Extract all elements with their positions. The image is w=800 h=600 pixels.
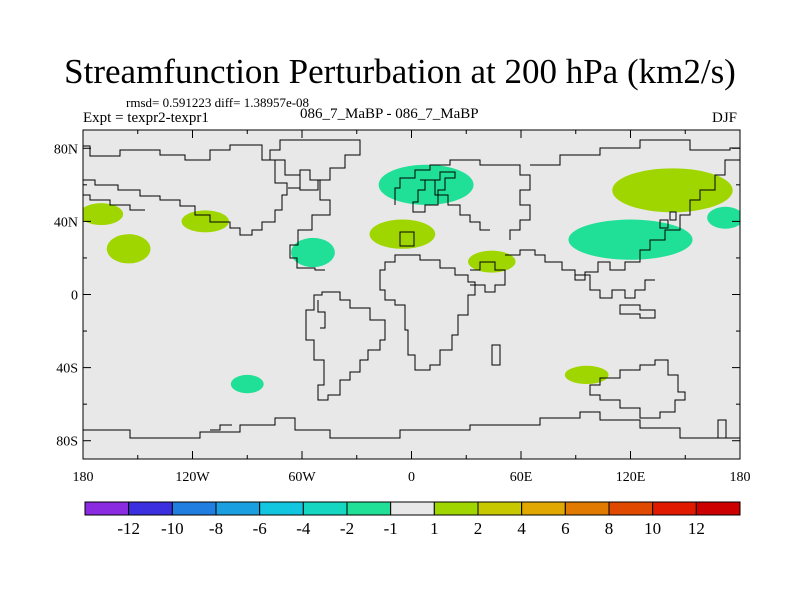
x-tick-label: 0: [408, 470, 415, 485]
anomaly-region-7: [612, 168, 733, 213]
y-tick-label: 40N: [54, 215, 78, 230]
anomaly-region-11: [564, 365, 609, 385]
x-tick-label: 120E: [616, 470, 646, 485]
anomaly-region-10: [230, 374, 264, 394]
colorbar-swatch-1: [128, 501, 173, 516]
anomaly-region-4: [378, 164, 474, 205]
coastline-australia: [589, 359, 686, 419]
y-tick-label: 0: [71, 289, 78, 304]
y-tick-label: 80N: [54, 142, 78, 157]
colorbar-label: 12: [688, 519, 705, 538]
x-tick-label: 60W: [288, 470, 316, 485]
colorbar-swatch-8: [433, 501, 479, 516]
x-tick-label: 180: [73, 470, 94, 485]
coastline-madagascar: [491, 344, 501, 366]
coastline-africa: [379, 254, 476, 371]
coastline-uk: [399, 231, 415, 247]
coastline-central-america: [288, 169, 331, 271]
colorbar: -12 -10 -8 -6 -4 -2 -1 1 2 4 6 8 10 12: [84, 501, 741, 538]
colorbar-label: 1: [430, 519, 439, 538]
x-tick-label: 180: [730, 470, 751, 485]
colorbar-label: -4: [296, 519, 311, 538]
anomaly-region-3: [291, 237, 335, 268]
colorbar-swatch-13: [652, 501, 697, 516]
anomaly-region-0: [83, 203, 124, 226]
chart-title: Streamfunction Perturbation at 200 hPa (…: [64, 52, 736, 91]
colorbar-label: -12: [117, 519, 140, 538]
anomaly-region-5: [369, 219, 436, 249]
colorbar-swatch-10: [521, 501, 566, 516]
coastline-antarctica: [83, 411, 740, 439]
colorbar-swatch-12: [608, 501, 654, 516]
anomaly-region-1: [181, 210, 229, 233]
axis-ticks: 180 120W 60W 0 60E 120E 180 80N 40N 0 40S 80S: [54, 130, 751, 485]
coastline-scandinavia: [412, 171, 456, 213]
coastline-south-america-inner: [317, 300, 326, 329]
colorbar-label: -1: [384, 519, 398, 538]
coastline-europe: [394, 159, 531, 240]
colorbar-swatch-7: [390, 501, 435, 516]
colorbar-swatch-3: [215, 501, 261, 516]
colorbar-swatch-9: [477, 501, 523, 516]
colorbar-swatch-6: [346, 501, 392, 516]
colorbar-swatch-2: [171, 501, 217, 516]
colorbar-label: -2: [340, 519, 354, 538]
coastline-greenland: [269, 139, 361, 191]
coastline-europe-inner: [420, 179, 490, 231]
anomaly-region-8: [568, 219, 693, 260]
experiment-label: Expt = texpr2-texpr1: [83, 110, 209, 126]
coastlines: [83, 139, 740, 439]
season-label: DJF: [712, 110, 738, 126]
coastline-indonesia: [619, 304, 656, 319]
colorbar-swatch-5: [302, 501, 348, 516]
anomaly-region-9: [707, 206, 740, 229]
colorbar-label: 10: [644, 519, 661, 538]
stats-text: rmsd= 0.591223 diff= 1.38957e-08: [126, 95, 310, 110]
coastline-asia: [505, 139, 740, 281]
colorbar-label: -8: [209, 519, 223, 538]
colorbar-label: -10: [161, 519, 184, 538]
coastline-alaska-west: [83, 194, 145, 211]
colorbar-swatch-0: [84, 501, 130, 516]
y-tick-label: 80S: [56, 435, 78, 450]
x-tick-label: 120W: [175, 470, 210, 485]
colorbar-label: 4: [517, 519, 526, 538]
colorbar-label: 8: [605, 519, 614, 538]
coastline-arabia: [470, 261, 506, 293]
coastline-india: [575, 274, 655, 299]
colorbar-label: 6: [561, 519, 570, 538]
colorbar-label: 2: [474, 519, 483, 538]
x-tick-label: 60E: [510, 470, 533, 485]
coastline-japan: [659, 211, 677, 229]
case-label: 086_7_MaBP - 086_7_MaBP: [300, 106, 479, 122]
coastline-north-america: [83, 144, 288, 236]
y-tick-label: 40S: [56, 362, 78, 377]
colorbar-swatch-14: [695, 501, 741, 516]
anomaly-region-2: [106, 234, 151, 264]
coastline-south-america: [305, 291, 386, 401]
colorbar-swatch-4: [259, 501, 304, 516]
coastline-antarctic-peninsula: [210, 424, 232, 431]
colorbar-label: -6: [253, 519, 267, 538]
colorbar-swatch-11: [564, 501, 610, 516]
